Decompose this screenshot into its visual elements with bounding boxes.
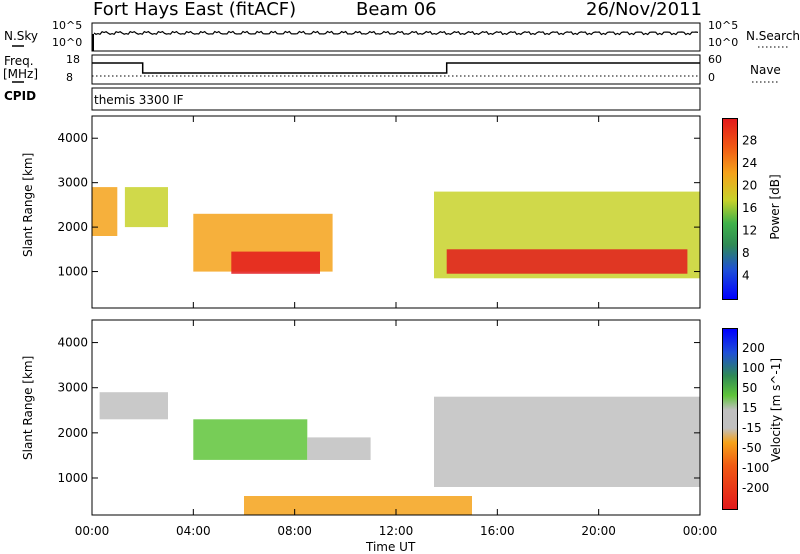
velocity-colorbar bbox=[722, 328, 738, 510]
power-region-1 bbox=[124, 187, 168, 228]
power-cbar-label-0: 4 bbox=[742, 269, 750, 283]
velocity-region-4 bbox=[244, 496, 472, 515]
cpid-label: CPID bbox=[4, 89, 37, 103]
velocity-ytick-label-1: 2000 bbox=[57, 426, 88, 440]
freq-strip-frame bbox=[91, 54, 701, 85]
cpid-value: themis 3300 IF bbox=[94, 93, 184, 107]
freq-unit: [MHz] bbox=[3, 67, 39, 81]
power-cbar-label-6: 28 bbox=[742, 134, 757, 148]
xtick-label-6: 00:00 bbox=[683, 524, 718, 538]
date-title: 26/Nov/2011 bbox=[586, 0, 702, 20]
velocity-region-1 bbox=[193, 419, 308, 460]
velocity-ytick-label-0: 1000 bbox=[57, 471, 88, 485]
nave-tick-high: 60 bbox=[708, 53, 722, 66]
velocity-region-3 bbox=[434, 396, 700, 487]
power-ytick-label-2: 3000 bbox=[57, 176, 88, 190]
velocity-region-0 bbox=[99, 392, 168, 420]
nsearch-label: N.Search bbox=[746, 29, 800, 43]
velocity-cbar-label-4: -15 bbox=[742, 421, 762, 435]
nsky-tick-high: 10^5 bbox=[52, 19, 83, 32]
velocity-cbar-label-7: -200 bbox=[742, 481, 769, 495]
power-region-0 bbox=[92, 187, 118, 236]
power-ytick-label-0: 1000 bbox=[57, 265, 88, 279]
nsky-strip-frame bbox=[91, 22, 701, 52]
cpid-strip-frame bbox=[91, 87, 701, 111]
power-ytick-label-3: 4000 bbox=[57, 131, 88, 145]
freq-label: Freq. bbox=[4, 54, 34, 68]
velocity-ytick-label-3: 4000 bbox=[57, 336, 88, 350]
power-cbar-label-3: 16 bbox=[742, 201, 757, 215]
xtick-label-0: 00:00 bbox=[75, 524, 110, 538]
velocity-cbar-label-3: 15 bbox=[742, 401, 757, 415]
power-cbar-label-1: 8 bbox=[742, 246, 750, 260]
power-cbar-label-5: 24 bbox=[742, 156, 757, 170]
power-region-3 bbox=[231, 251, 320, 274]
xtick-label-5: 20:00 bbox=[581, 524, 616, 538]
power-colorbar-label: Power [dB] bbox=[768, 174, 782, 240]
nsearch-tick-high: 10^5 bbox=[708, 19, 739, 32]
xtick-label-1: 04:00 bbox=[176, 524, 211, 538]
nsky-tick-low: 10^0 bbox=[52, 36, 83, 49]
velocity-colorbar-label: Velocity [m s^-1] bbox=[769, 357, 783, 462]
velocity-cbar-label-5: -50 bbox=[742, 441, 762, 455]
velocity-region-2 bbox=[307, 437, 371, 460]
power-ytick-label-1: 2000 bbox=[57, 220, 88, 234]
velocity-cbar-label-1: 100 bbox=[742, 361, 765, 375]
velocity-cbar-label-6: -100 bbox=[742, 461, 769, 475]
nsky-label: N.Sky bbox=[4, 29, 39, 43]
velocity-cbar-label-0: 200 bbox=[742, 341, 765, 355]
power-cbar-label-4: 20 bbox=[742, 179, 757, 193]
xtick-label-3: 12:00 bbox=[379, 524, 414, 538]
station-title: Fort Hays East (fitACF) bbox=[93, 0, 297, 20]
power-region-5 bbox=[446, 249, 688, 274]
freq-tick-high: 18 bbox=[66, 53, 80, 66]
power-colorbar bbox=[722, 118, 738, 300]
velocity-cbar-label-2: 50 bbox=[742, 381, 757, 395]
xtick-label-4: 16:00 bbox=[480, 524, 515, 538]
freq-trace bbox=[92, 62, 700, 74]
velocity-ytick-label-2: 3000 bbox=[57, 381, 88, 395]
freq-tick-low: 8 bbox=[66, 71, 73, 84]
nsearch-tick-low: 10^0 bbox=[708, 36, 739, 49]
power-cbar-label-2: 12 bbox=[742, 224, 757, 238]
nsky-trace bbox=[93, 30, 699, 36]
xlabel: Time UT bbox=[366, 540, 416, 554]
nave-tick-low: 0 bbox=[708, 71, 715, 84]
beam-title: Beam 06 bbox=[356, 0, 437, 20]
xtick-label-2: 08:00 bbox=[277, 524, 312, 538]
nave-label: Nave bbox=[750, 63, 781, 77]
